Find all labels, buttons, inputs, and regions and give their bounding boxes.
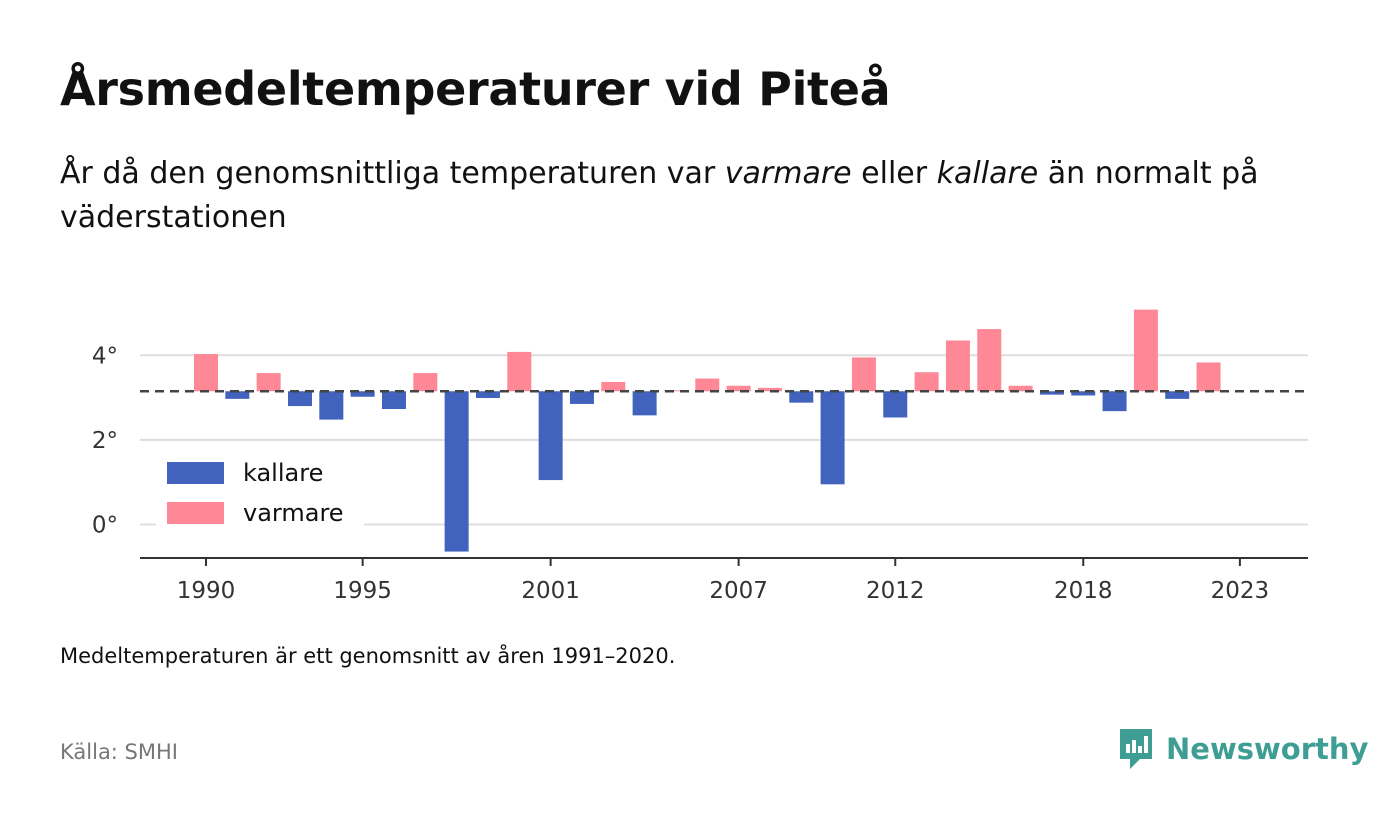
newsworthy-logo-icon [1120, 729, 1152, 769]
x-tick-label: 1990 [177, 578, 236, 604]
bar-2022 [1196, 362, 1221, 392]
bar-1993 [287, 391, 312, 407]
subtitle-cold-word: kallare [936, 156, 1039, 191]
brand-logo: Newsworthy [1118, 727, 1368, 771]
bar-1995 [350, 391, 375, 397]
legend-label-varmare: varmare [243, 499, 344, 527]
brand-name: Newsworthy [1166, 732, 1369, 766]
bar-2016 [1008, 385, 1033, 392]
bar-1999 [475, 391, 500, 399]
subtitle-text-pre: År då den genomsnittliga temperaturen va… [60, 156, 725, 191]
bar-2021 [1165, 391, 1190, 399]
bar-2018 [1071, 391, 1096, 396]
y-tick-label: 0° [92, 513, 118, 539]
bar-1992 [256, 373, 281, 392]
legend-swatch-varmare [167, 502, 224, 524]
bar-2009 [789, 391, 814, 403]
y-tick-label: 2° [92, 428, 118, 454]
bar-2015 [977, 329, 1002, 392]
bar-2001 [538, 391, 563, 481]
bar-2012 [883, 391, 908, 418]
bar-2007 [726, 385, 751, 392]
bar-1991 [225, 391, 250, 399]
bar-1990 [194, 354, 218, 392]
bar-1998 [444, 391, 469, 552]
subtitle-text-post: än normalt på väderstationen [60, 156, 1259, 235]
bar-2006 [695, 378, 720, 392]
footnote: Medeltemperaturen är ett genomsnitt av å… [60, 644, 676, 668]
legend-swatch-kallare [167, 462, 224, 484]
x-tick-label: 2023 [1211, 578, 1270, 604]
bar-2004 [632, 391, 657, 416]
bar-2017 [1039, 391, 1064, 395]
x-tick-label: 2018 [1054, 578, 1113, 604]
y-tick-label: 4° [92, 343, 118, 369]
x-tick-label: 2001 [521, 578, 580, 604]
bar-1994 [319, 391, 344, 420]
bar-2005 [663, 390, 688, 392]
bar-2013 [914, 372, 939, 392]
x-tick-label: 2012 [866, 578, 925, 604]
bar-2008 [757, 387, 782, 392]
bar-2020 [1133, 309, 1158, 392]
subtitle-warm-word: varmare [724, 156, 852, 191]
bar-1997 [413, 373, 438, 392]
bar-2003 [601, 381, 626, 392]
bar-2000 [507, 351, 532, 392]
bar-2002 [569, 391, 594, 404]
subtitle-text-mid: eller [851, 156, 937, 191]
bar-2010 [820, 391, 845, 485]
chart-subtitle: År då den genomsnittliga temperaturen va… [60, 152, 1330, 240]
x-tick-label: 1995 [333, 578, 392, 604]
bar-2019 [1102, 391, 1127, 412]
chart-title: Årsmedeltemperaturer vid Piteå [60, 62, 891, 116]
legend-label-kallare: kallare [243, 459, 323, 487]
bar-2011 [851, 357, 876, 392]
bar-1996 [381, 391, 406, 410]
source-credit: Källa: SMHI [60, 740, 178, 764]
bar-chart: 0° 2° 4° 1990 1995 2001 2007 2012 2018 2023 kallar… [92, 309, 1308, 604]
x-tick-label: 2007 [709, 578, 768, 604]
bar-2014 [945, 340, 970, 392]
